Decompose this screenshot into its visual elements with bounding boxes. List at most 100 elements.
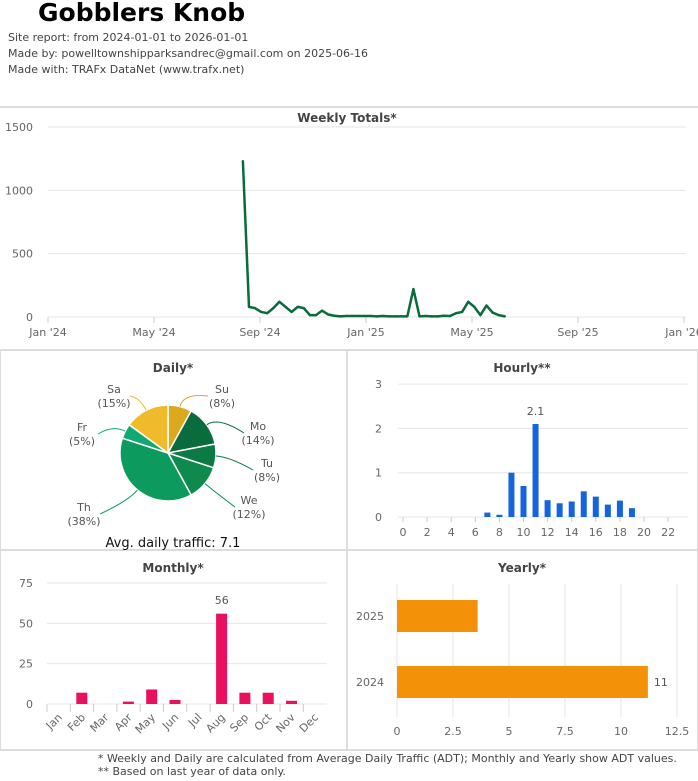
hourly-bar bbox=[520, 485, 527, 517]
hourly-bar bbox=[628, 508, 635, 517]
pie-label: Sa bbox=[107, 383, 121, 396]
x-tick-label: 10 bbox=[614, 725, 628, 738]
x-tick-label: Jan '26 bbox=[664, 326, 698, 339]
weekly-point bbox=[278, 300, 281, 303]
weekly-point bbox=[479, 313, 482, 317]
weekly-series-line bbox=[241, 161, 506, 318]
yearly-value-label: 11 bbox=[654, 676, 668, 689]
x-tick-label: 16 bbox=[589, 526, 603, 539]
weekly-point bbox=[400, 315, 403, 318]
footnote-last-year: ** Based on last year of data only. bbox=[98, 765, 286, 778]
x-tick-label: Mar bbox=[87, 711, 111, 735]
pie-percent: (5%) bbox=[69, 435, 95, 448]
monthly-bar bbox=[216, 613, 228, 704]
x-tick-label: 20 bbox=[637, 526, 651, 539]
pie-connector bbox=[179, 394, 209, 407]
x-tick-label: Aug bbox=[203, 711, 227, 735]
x-tick-label: 6 bbox=[472, 526, 479, 539]
x-tick-label: 5 bbox=[506, 725, 513, 738]
pie-connector bbox=[97, 428, 126, 435]
x-tick-label: 0 bbox=[394, 725, 401, 738]
weekly-point bbox=[284, 305, 287, 309]
hourly-peak-label: 2.1 bbox=[527, 405, 545, 418]
x-tick-label: 2.5 bbox=[444, 725, 462, 738]
y-tick-label: 50 bbox=[19, 617, 33, 630]
monthly-bar bbox=[122, 701, 134, 704]
x-tick-label: 8 bbox=[496, 526, 503, 539]
monthly-bar bbox=[262, 692, 274, 704]
x-tick-label: Sep bbox=[227, 711, 251, 735]
monthly-bar bbox=[146, 689, 158, 704]
x-tick-label: May bbox=[133, 711, 159, 737]
hourly-bar bbox=[496, 514, 503, 517]
daily-title: Daily* bbox=[153, 361, 194, 375]
weekly-point bbox=[436, 315, 439, 318]
x-tick-label: 4 bbox=[448, 526, 455, 539]
pie-connector bbox=[215, 455, 254, 471]
pie-connector bbox=[204, 483, 236, 508]
pie-connector bbox=[206, 421, 245, 434]
weekly-point bbox=[339, 315, 342, 318]
site-report-range: Site report: from 2024-01-01 to 2026-01-… bbox=[8, 31, 249, 44]
x-tick-label: Jan '25 bbox=[346, 326, 384, 339]
pie-label: Th bbox=[76, 501, 91, 514]
weekly-point bbox=[387, 315, 391, 318]
weekly-point bbox=[485, 304, 488, 307]
x-tick-label: May '25 bbox=[450, 326, 493, 339]
weekly-point bbox=[406, 315, 409, 318]
x-tick-label: 10 bbox=[517, 526, 531, 539]
pie-connector bbox=[99, 489, 138, 515]
made-with: Made with: TRAFx DataNet (www.trafx.net) bbox=[8, 63, 245, 76]
pie-label: Su bbox=[215, 383, 229, 396]
hourly-bar bbox=[544, 500, 551, 517]
pie-percent: (38%) bbox=[67, 515, 100, 528]
panel-hourly bbox=[346, 349, 698, 551]
hourly-bar bbox=[556, 503, 563, 517]
site-title: Gobblers Knob bbox=[38, 0, 246, 27]
weekly-point bbox=[418, 315, 421, 318]
y-tick-label: 25 bbox=[19, 658, 33, 671]
weekly-point bbox=[272, 306, 275, 310]
weekly-point bbox=[424, 314, 427, 318]
pie-label: Fr bbox=[77, 421, 88, 434]
monthly-title: Monthly* bbox=[142, 561, 204, 575]
weekly-point bbox=[497, 313, 500, 317]
weekly-point bbox=[467, 300, 470, 303]
weekly-point bbox=[460, 310, 464, 314]
x-tick-label: Apr bbox=[112, 711, 135, 734]
hourly-bar bbox=[592, 496, 599, 517]
panel-yearly bbox=[346, 549, 698, 751]
weekly-point bbox=[448, 314, 452, 318]
x-tick-label: Dec bbox=[297, 711, 321, 735]
y-tick-label: 75 bbox=[19, 577, 33, 590]
x-tick-label: 12 bbox=[541, 526, 555, 539]
x-tick-label: 12.5 bbox=[665, 725, 690, 738]
weekly-point bbox=[314, 313, 318, 317]
avg-daily-traffic: Avg. daily traffic: 7.1 bbox=[106, 536, 241, 551]
monthly-bar bbox=[239, 692, 251, 704]
weekly-point bbox=[320, 309, 324, 312]
x-tick-label: 0 bbox=[400, 526, 407, 539]
report-header: Gobblers Knob Site report: from 2024-01-… bbox=[0, 0, 698, 108]
pie-connector bbox=[129, 395, 147, 411]
y-tick-label: 1 bbox=[375, 467, 382, 480]
hourly-bar bbox=[508, 472, 515, 517]
yearly-bar bbox=[397, 600, 478, 632]
footnote-adt: * Weekly and Daily are calculated from A… bbox=[98, 752, 677, 765]
y-tick-label: 500 bbox=[12, 248, 33, 261]
x-tick-label: 14 bbox=[565, 526, 579, 539]
pie-label: Tu bbox=[260, 457, 273, 470]
y-tick-label: 0 bbox=[375, 511, 382, 524]
weekly-point bbox=[393, 315, 397, 318]
x-tick-label: Jan '24 bbox=[28, 326, 66, 339]
x-tick-label: 7.5 bbox=[556, 725, 574, 738]
weekly-point bbox=[290, 310, 293, 314]
pie-percent: (14%) bbox=[241, 434, 274, 447]
y-tick-label: 2 bbox=[375, 422, 382, 435]
x-tick-label: 18 bbox=[613, 526, 627, 539]
x-tick-label: May '24 bbox=[132, 326, 175, 339]
hourly-bar bbox=[616, 500, 623, 517]
pie-label: We bbox=[241, 494, 258, 507]
hourly-title: Hourly** bbox=[493, 361, 551, 375]
y-tick-label: 3 bbox=[375, 378, 382, 391]
